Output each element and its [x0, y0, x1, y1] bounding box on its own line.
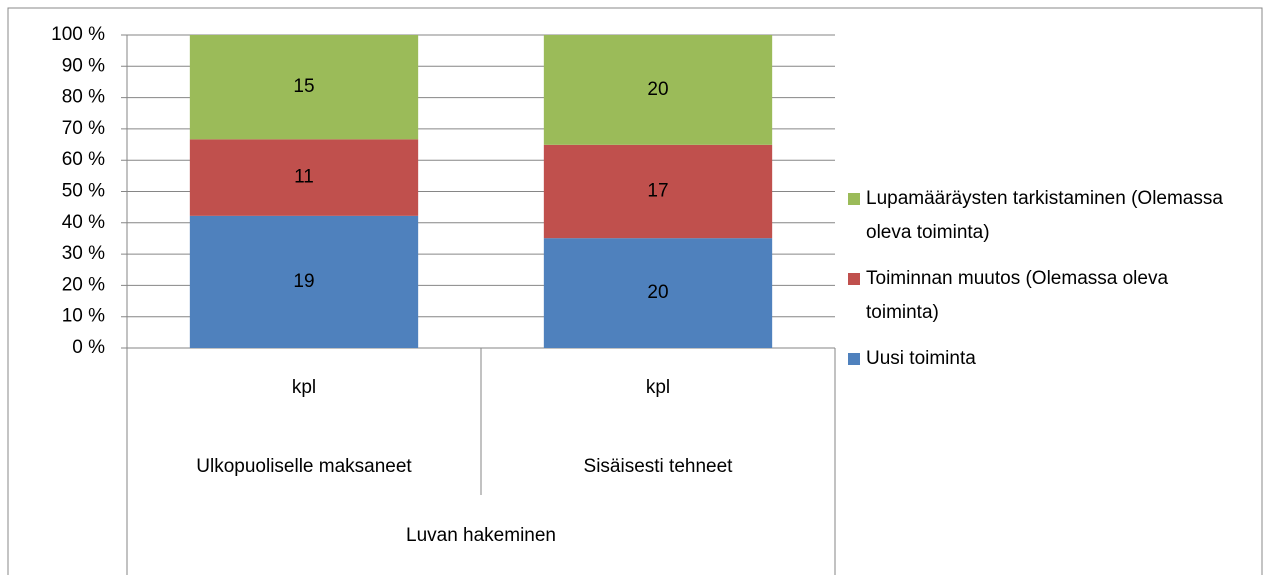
legend-label: Lupamääräysten tarkistaminen (Olemassa o…: [866, 188, 1223, 243]
bar-segment: [189, 215, 419, 348]
y-tick-label: 90 %: [62, 55, 105, 76]
x-tick-label: Sisäisesti tehneet: [584, 456, 734, 477]
data-label: 11: [294, 167, 314, 188]
x-subcategory-label: kpl: [292, 377, 316, 398]
chart-frame: [7, 7, 1263, 575]
y-tick-label: 0 %: [72, 337, 105, 358]
x-group-label: Luvan hakeminen: [406, 525, 556, 546]
bar-segment: [543, 144, 773, 239]
data-label: 19: [293, 271, 314, 292]
legend-item: Uusi toiminta: [848, 342, 1238, 376]
bar-segment: [189, 35, 419, 140]
y-tick-label: 10 %: [62, 306, 105, 327]
y-tick-label: 40 %: [62, 212, 105, 233]
bar-segment: [189, 139, 419, 216]
legend-label: Uusi toiminta: [866, 348, 976, 369]
y-tick-label: 60 %: [62, 149, 105, 170]
legend-item: Lupamääräysten tarkistaminen (Olemassa o…: [848, 182, 1238, 250]
data-label: 17: [647, 181, 668, 202]
data-label: 20: [647, 79, 668, 100]
x-subcategory-label: kpl: [646, 377, 670, 398]
bar-segment: [543, 238, 773, 348]
legend-label: Toiminnan muutos (Olemassa oleva toimint…: [866, 268, 1169, 323]
legend-item: Toiminnan muutos (Olemassa oleva toimint…: [848, 262, 1238, 330]
legend: Lupamääräysten tarkistaminen (Olemassa o…: [848, 182, 1238, 388]
y-tick-label: 20 %: [62, 274, 105, 295]
legend-swatch: [848, 353, 860, 365]
bar-segment: [543, 35, 773, 145]
y-tick-label: 30 %: [62, 243, 105, 264]
y-tick-label: 100 %: [51, 24, 105, 45]
y-tick-label: 70 %: [62, 118, 105, 139]
y-tick-label: 80 %: [62, 87, 105, 108]
data-label: 15: [293, 76, 314, 97]
x-tick-label: Ulkopuoliselle maksaneet: [196, 456, 412, 477]
legend-swatch: [848, 273, 860, 285]
y-tick-label: 50 %: [62, 181, 105, 202]
legend-swatch: [848, 193, 860, 205]
data-label: 20: [647, 282, 668, 303]
